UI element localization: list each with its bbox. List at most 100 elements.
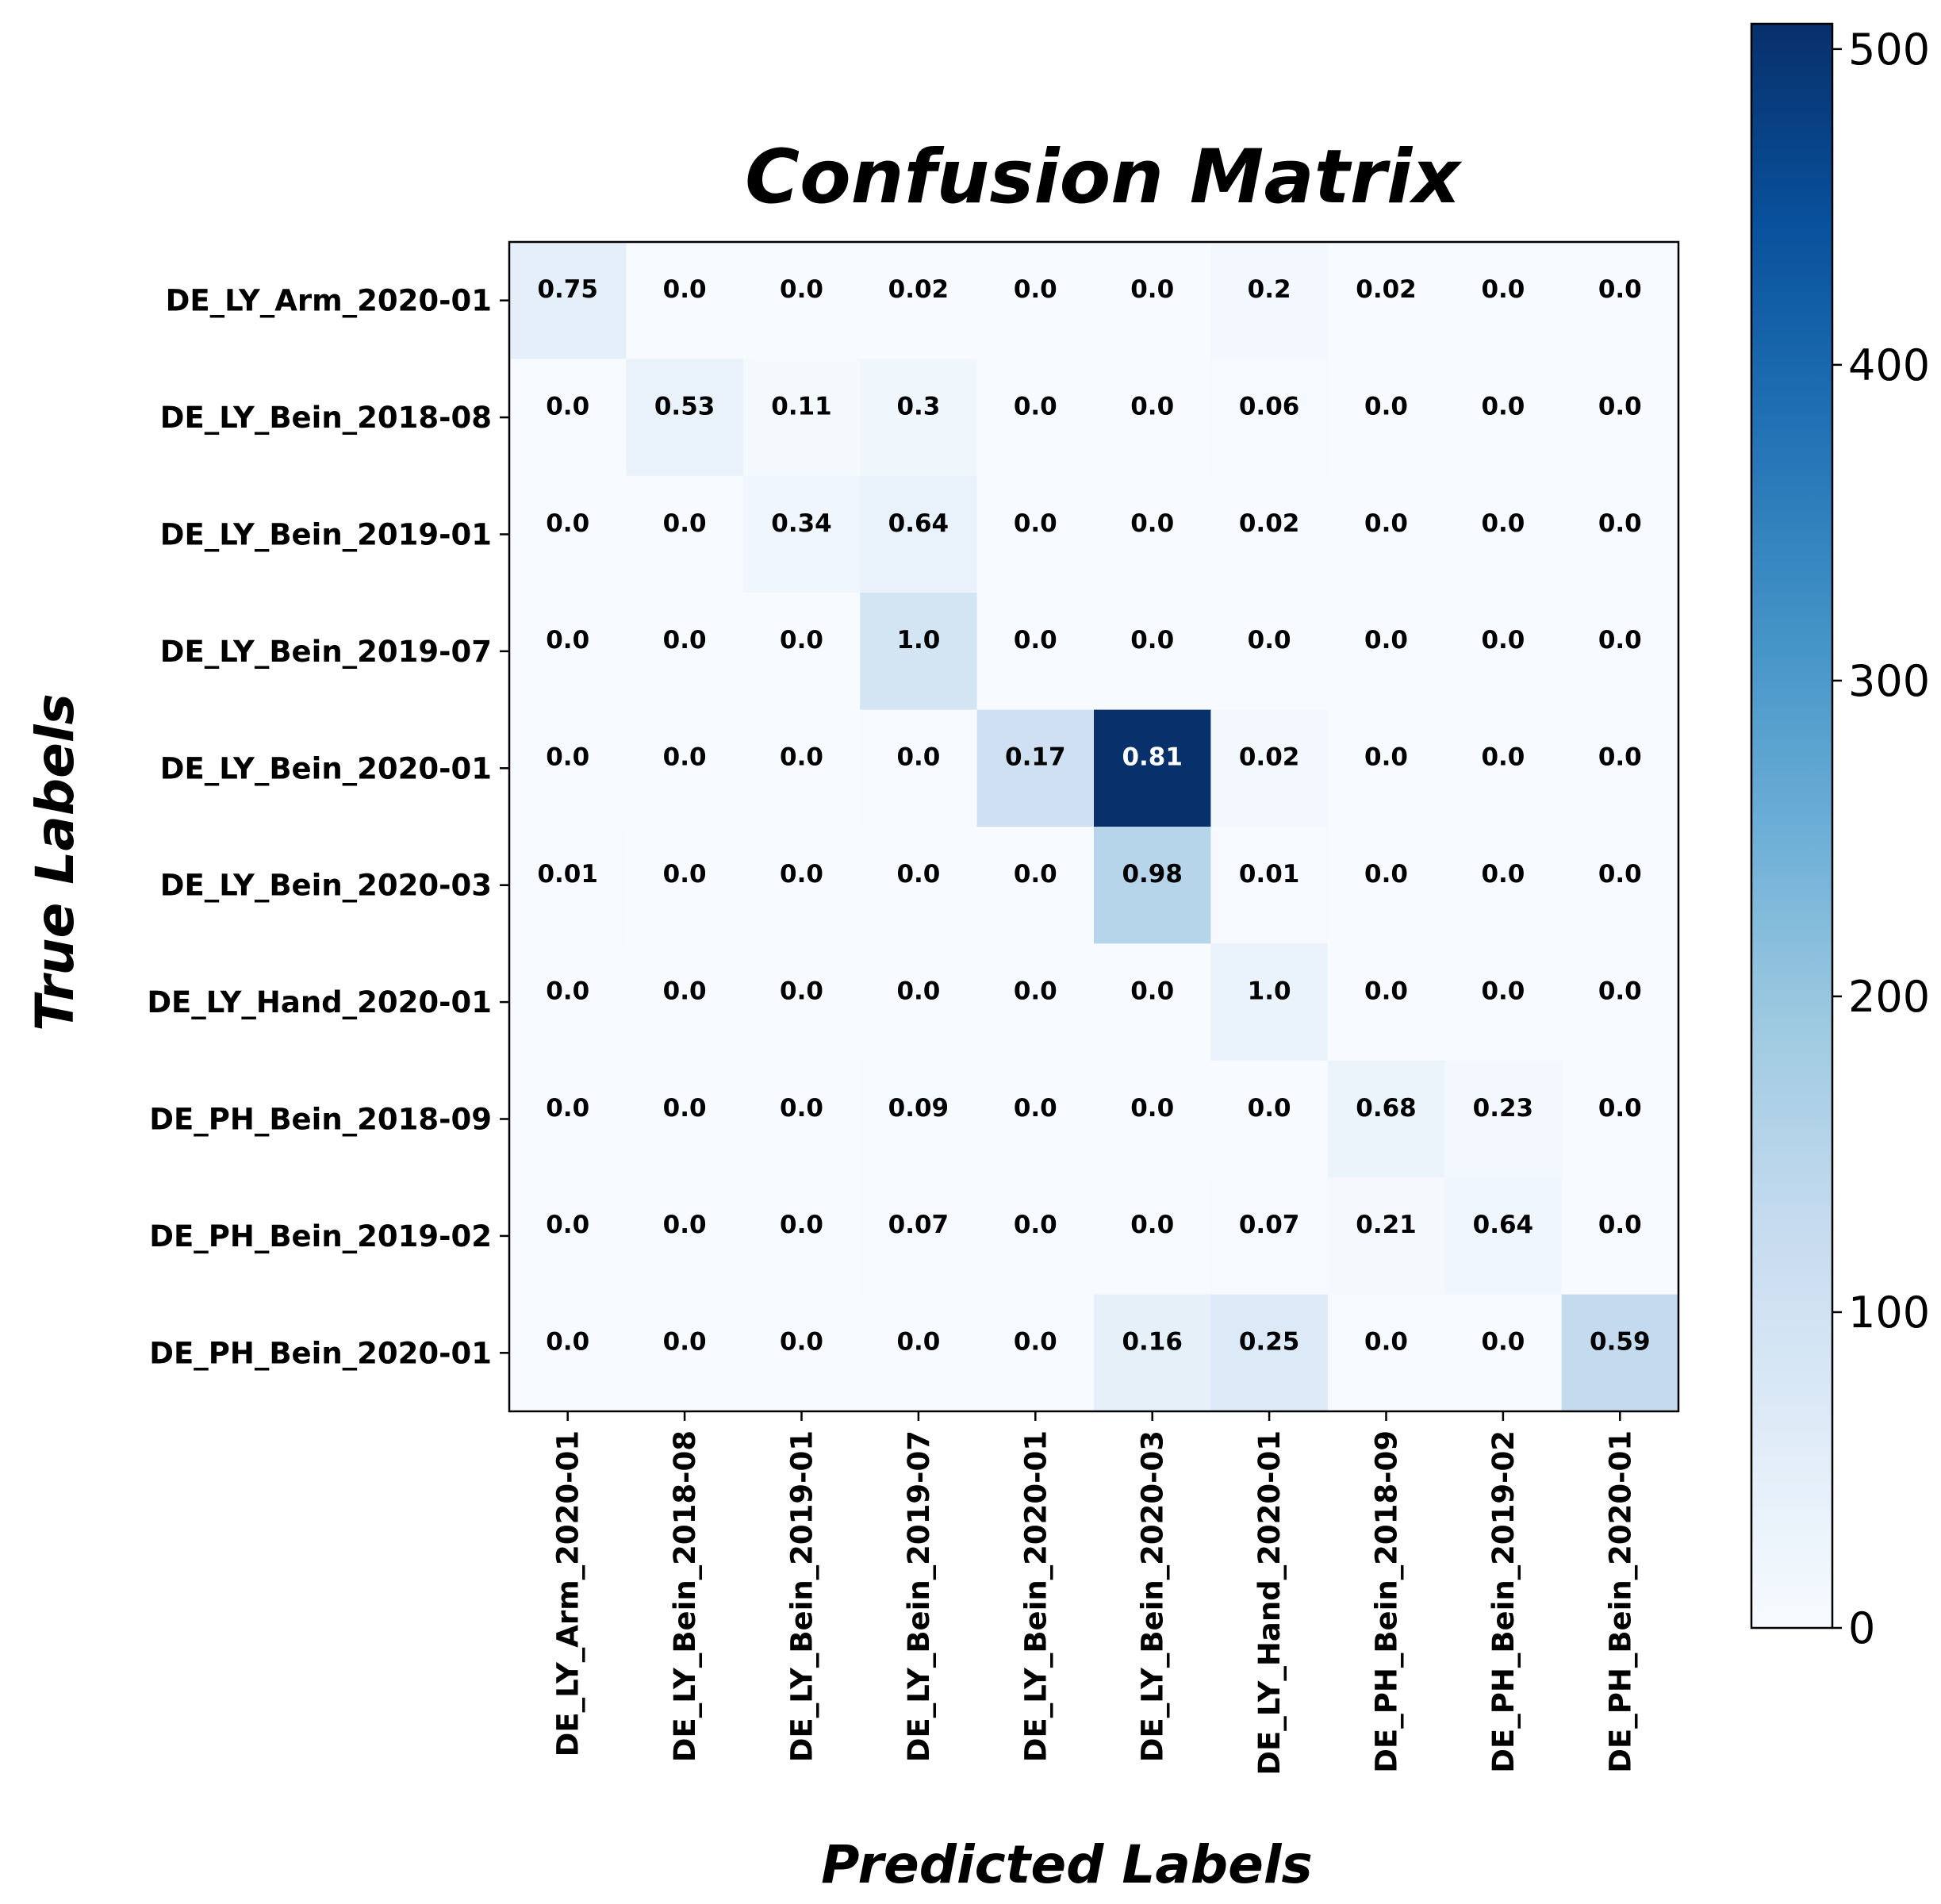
cell-annotation: 0.0 bbox=[1014, 1211, 1057, 1239]
heatmap-cell bbox=[1327, 1060, 1445, 1178]
cell-annotation: 0.0 bbox=[1014, 509, 1057, 538]
colorbar-tick-label: 100 bbox=[1848, 1288, 1930, 1338]
cell-annotation: 0.01 bbox=[537, 860, 598, 889]
heatmap-cell bbox=[742, 1294, 861, 1412]
cell-annotation: 0.0 bbox=[1598, 743, 1642, 772]
heatmap-cell bbox=[860, 1294, 978, 1412]
cell-annotation: 0.0 bbox=[780, 1328, 823, 1357]
heatmap-cell bbox=[1561, 359, 1679, 477]
heatmap-cell bbox=[1210, 709, 1329, 827]
row-tick-label: DE_LY_Bein_2019-01 bbox=[160, 518, 492, 552]
heatmap-cell bbox=[509, 1060, 627, 1178]
heatmap-cell bbox=[1094, 359, 1211, 477]
heatmap-cell bbox=[742, 593, 861, 711]
cell-annotation: 0.02 bbox=[1239, 509, 1300, 538]
heatmap-cell bbox=[1210, 475, 1329, 593]
heatmap-cell bbox=[626, 1060, 744, 1178]
heatmap-cell bbox=[1444, 709, 1563, 827]
cell-annotation: 0.0 bbox=[1014, 392, 1057, 420]
cell-annotation: 0.02 bbox=[888, 275, 949, 304]
cell-annotation: 0.0 bbox=[896, 977, 940, 1005]
heatmap-cell bbox=[1444, 1177, 1563, 1296]
cell-annotation: 0.0 bbox=[780, 626, 823, 654]
heatmap-cell bbox=[976, 1060, 1095, 1178]
heatmap-cell bbox=[976, 1294, 1095, 1412]
heatmap-cell bbox=[860, 593, 978, 711]
heatmap-cell bbox=[860, 475, 978, 593]
heatmap-cell bbox=[626, 242, 744, 359]
heatmap-cell bbox=[1444, 827, 1563, 944]
heatmap-cell bbox=[509, 827, 627, 944]
cell-annotation: 0.07 bbox=[1239, 1211, 1300, 1239]
cell-annotation: 0.0 bbox=[1364, 743, 1408, 772]
cell-annotation: 0.0 bbox=[1364, 392, 1408, 420]
heatmap-cell bbox=[742, 242, 861, 359]
heatmap-cell-annotations: 0.75 0.0 0.0 0.02 0.0 0.0 0.2 0.02 0.0 0.0 0.0 0.53… bbox=[537, 275, 1650, 1357]
column-tick-label: DE_LY_Hand_2020-01 bbox=[1252, 1430, 1287, 1775]
heatmap-cell bbox=[509, 475, 627, 593]
cell-annotation: 0.0 bbox=[1014, 1094, 1057, 1123]
cell-annotation: 0.81 bbox=[1122, 743, 1183, 772]
heatmap-cell bbox=[1327, 943, 1445, 1061]
column-tick-label: DE_PH_Bein_2020-01 bbox=[1603, 1430, 1637, 1773]
heatmap-cell bbox=[1094, 709, 1211, 827]
heatmap-cell bbox=[976, 242, 1095, 359]
heatmap-cell bbox=[509, 1294, 627, 1412]
cell-annotation: 0.0 bbox=[1014, 1328, 1057, 1357]
row-tick-label: DE_LY_Bein_2020-03 bbox=[160, 869, 492, 903]
cell-annotation: 0.0 bbox=[1130, 275, 1174, 304]
heatmap-cell bbox=[976, 827, 1095, 944]
row-tick-labels: DE_LY_Arm_2020-01 DE_LY_Bein_2018-08 DE_LY… bbox=[147, 284, 492, 1371]
cell-annotation: 0.25 bbox=[1239, 1328, 1300, 1357]
cell-annotation: 0.0 bbox=[1481, 977, 1525, 1005]
chart-title: Confusion Matrix bbox=[745, 134, 1463, 221]
heatmap-cell bbox=[626, 1294, 744, 1412]
cell-annotation: 0.0 bbox=[546, 1211, 589, 1239]
row-tick-label: DE_PH_Bein_2019-02 bbox=[149, 1219, 492, 1253]
row-tick-label: DE_PH_Bein_2018-09 bbox=[149, 1103, 492, 1137]
colorbar-tick-label: 400 bbox=[1848, 340, 1930, 390]
cell-annotation: 0.0 bbox=[1014, 626, 1057, 654]
heatmap-cell bbox=[860, 943, 978, 1061]
heatmap-cell bbox=[1327, 1294, 1445, 1412]
heatmap-cell bbox=[1094, 943, 1211, 1061]
cell-annotation: 0.0 bbox=[1248, 626, 1291, 654]
heatmap-cell bbox=[976, 593, 1095, 711]
heatmap-cell bbox=[1210, 827, 1329, 944]
cell-annotation: 0.21 bbox=[1356, 1211, 1417, 1239]
heatmap-cell bbox=[1094, 475, 1211, 593]
cell-annotation: 0.06 bbox=[1239, 392, 1300, 420]
heatmap-cell bbox=[1444, 242, 1563, 359]
cell-annotation: 0.0 bbox=[1481, 275, 1525, 304]
cell-annotation: 0.0 bbox=[1130, 1211, 1174, 1239]
cell-annotation: 0.0 bbox=[663, 860, 707, 889]
x-tick-marks bbox=[566, 1411, 1621, 1421]
cell-annotation: 0.0 bbox=[663, 626, 707, 654]
heatmap-cell bbox=[626, 1177, 744, 1296]
colorbar-ticks: 0 100 200 300 400 500 bbox=[1832, 25, 1930, 1653]
cell-annotation: 0.0 bbox=[1598, 860, 1642, 889]
heatmap-cell bbox=[1210, 1294, 1329, 1412]
cell-annotation: 0.02 bbox=[1356, 275, 1417, 304]
cell-annotation: 0.53 bbox=[654, 392, 715, 420]
heatmap-cell bbox=[1327, 359, 1445, 477]
colorbar-tick-label: 0 bbox=[1848, 1603, 1875, 1653]
cell-annotation: 0.0 bbox=[546, 977, 589, 1005]
cell-annotation: 0.0 bbox=[896, 743, 940, 772]
heatmap-cell bbox=[1094, 1177, 1211, 1296]
cell-annotation: 0.01 bbox=[1239, 860, 1300, 889]
cell-annotation: 0.0 bbox=[1130, 392, 1174, 420]
cell-annotation: 0.3 bbox=[896, 392, 940, 420]
heatmap-cell bbox=[626, 475, 744, 593]
heatmap-cell bbox=[976, 475, 1095, 593]
cell-annotation: 0.23 bbox=[1473, 1094, 1534, 1123]
heatmap-cell bbox=[860, 1177, 978, 1296]
heatmap-cell bbox=[626, 359, 744, 477]
colorbar-tick-label: 300 bbox=[1848, 656, 1930, 706]
heatmap-cell bbox=[1444, 475, 1563, 593]
cell-annotation: 0.0 bbox=[1598, 1211, 1642, 1239]
heatmap-cell bbox=[1094, 593, 1211, 711]
cell-annotation: 1.0 bbox=[1248, 977, 1291, 1005]
cell-annotation: 0.0 bbox=[663, 275, 707, 304]
heatmap-cell bbox=[1094, 827, 1211, 944]
